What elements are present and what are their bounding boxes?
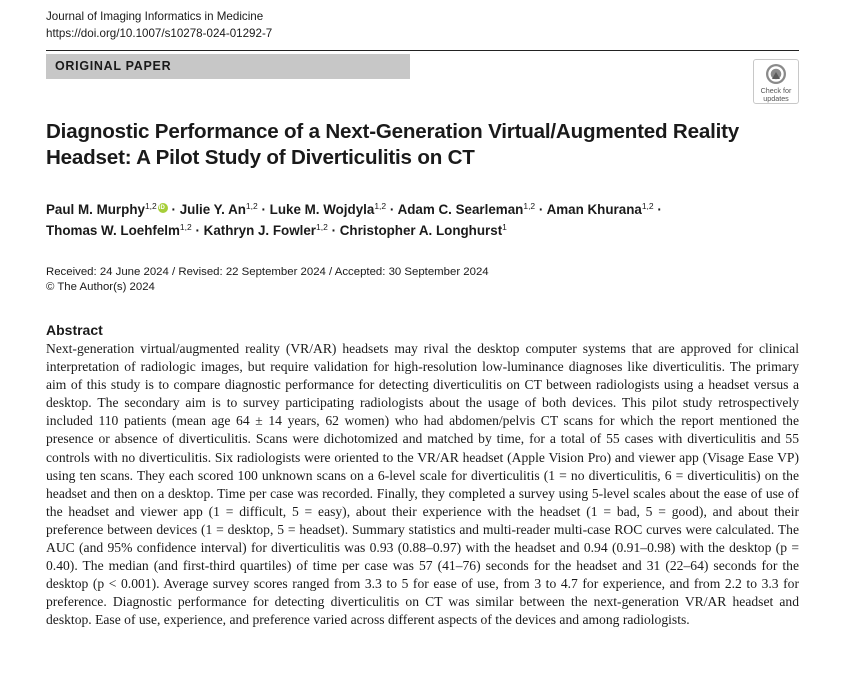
publication-dates: Received: 24 June 2024 / Revised: 22 Sep… bbox=[46, 266, 489, 278]
check-for-updates-label: Check for updates bbox=[760, 86, 792, 103]
author-affiliation: 1,2 bbox=[316, 222, 328, 232]
author-name[interactable]: Thomas W. Loehfelm bbox=[46, 223, 180, 238]
copyright-notice: © The Author(s) 2024 bbox=[46, 281, 155, 293]
journal-name: Journal of Imaging Informatics in Medici… bbox=[46, 10, 264, 23]
abstract-heading: Abstract bbox=[46, 322, 103, 338]
author-affiliation: 1,2 bbox=[245, 201, 258, 211]
article-type-banner: ORIGINAL PAPER bbox=[46, 54, 410, 79]
check-for-updates-badge[interactable]: Check for updates bbox=[753, 59, 799, 104]
author-name[interactable]: Kathryn J. Fowler bbox=[203, 223, 317, 238]
author-affiliation: 1,2 bbox=[374, 201, 387, 211]
abstract-body: Next-generation virtual/augmented realit… bbox=[46, 341, 799, 628]
author-name[interactable]: Luke M. Wojdyla bbox=[269, 202, 375, 217]
author-name[interactable]: Christopher A. Longhurst bbox=[339, 223, 503, 238]
check-for-updates-icon bbox=[766, 64, 786, 84]
author-name[interactable]: Julie Y. An bbox=[179, 202, 246, 217]
article-title: Diagnostic Performance of a Next-Generat… bbox=[46, 120, 740, 169]
author-affiliation: 1,2 bbox=[523, 201, 536, 211]
author-affiliation: 1,2 bbox=[641, 201, 654, 211]
orcid-icon[interactable] bbox=[157, 203, 168, 213]
header-divider bbox=[46, 50, 799, 51]
author-list: Paul M. Murphy1,2 · Julie Y. An1,2 · Luk… bbox=[46, 199, 786, 241]
author-name[interactable]: Aman Khurana bbox=[546, 202, 642, 217]
author-affiliation: 1 bbox=[502, 222, 507, 232]
author-affiliation: 1,2 bbox=[144, 201, 157, 211]
author-name[interactable]: Paul M. Murphy bbox=[46, 202, 145, 217]
doi-link[interactable]: https://doi.org/10.1007/s10278-024-01292… bbox=[46, 27, 273, 40]
author-affiliation: 1,2 bbox=[179, 222, 192, 232]
author-name[interactable]: Adam C. Searleman bbox=[397, 202, 524, 217]
